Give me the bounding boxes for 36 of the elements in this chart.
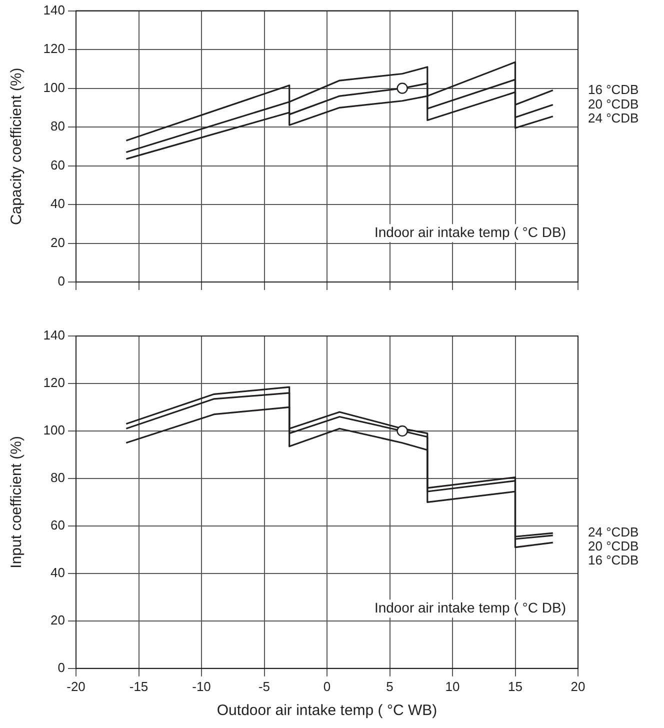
y-tick-label: 40: [50, 565, 65, 580]
x-tick-label: 0: [323, 678, 331, 694]
y-tick-label: 140: [43, 328, 65, 343]
y-axis-title: Capacity coefficient (%): [8, 68, 26, 226]
y-tick-label: 80: [50, 118, 65, 134]
y-tick-label: 120: [43, 375, 65, 390]
annotation: Indoor air intake temp ( °C DB): [374, 599, 566, 616]
y-tick-label: 120: [43, 41, 65, 56]
y-tick-label: 0: [58, 274, 65, 289]
x-tick-label: 20: [570, 678, 586, 694]
y-tick-label: 60: [50, 157, 65, 172]
text: 20 °CDB: [588, 538, 639, 554]
y-tick-label: 40: [50, 196, 65, 212]
y-tick-label: 60: [50, 518, 65, 533]
y-tick-label: 20: [50, 612, 65, 628]
x-tick-label: -20: [66, 678, 86, 694]
x-tick-label: -15: [129, 678, 148, 694]
y-tick-label: 100: [43, 422, 65, 438]
x-axis-title: Outdoor air intake temp ( °C WB): [216, 702, 438, 720]
x-tick-label: -5: [258, 678, 270, 694]
x-tick-label: 5: [386, 678, 394, 694]
text: 24 °CDB: [588, 110, 639, 126]
x-tick-label: 10: [445, 678, 460, 694]
y-tick-label: 100: [43, 80, 65, 95]
annotation: Indoor air intake temp ( °C DB): [374, 224, 566, 240]
text: 24 °CDB: [588, 524, 639, 540]
y-axis-title: Input coefficient (%): [8, 436, 26, 568]
text: 16 °CDB: [588, 552, 639, 568]
x-tick-label: -10: [192, 678, 211, 694]
x-tick-label: 15: [508, 678, 522, 694]
y-tick-label: 20: [50, 234, 65, 250]
y-tick-label: 80: [50, 470, 65, 486]
text: 16 °CDB: [588, 82, 639, 97]
y-tick-label: 140: [43, 2, 65, 18]
text: 20 °CDB: [588, 96, 639, 112]
y-tick-label: 0: [58, 660, 65, 675]
